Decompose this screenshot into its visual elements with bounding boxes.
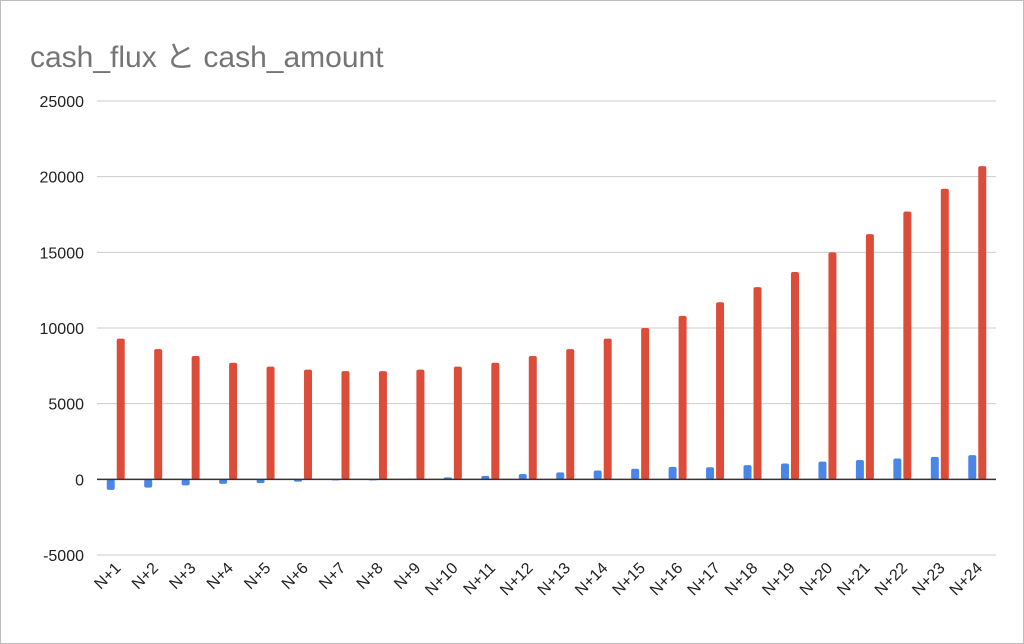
bar-series-2-N+10 [453,366,462,480]
x-tick-label: N+20 [797,560,836,599]
y-tick-label: 0 [75,472,84,489]
bar-series-2-N+18 [753,287,762,480]
x-tick-label: N+5 [241,560,274,593]
y-axis-labels: 25000 20000 15000 10000 5000 0 -5000 [40,94,85,565]
bar-series-2-N+5 [266,366,275,480]
bar-series-1-N+4 [219,479,228,484]
gridlines [97,100,996,556]
bar-series-2-N+7 [341,371,350,480]
bar-series-2-N+19 [790,272,799,480]
bar-series-1-N+23 [930,456,939,480]
x-tick-label: N+14 [572,560,611,599]
x-tick-label: N+11 [461,560,500,599]
bar-series-2-N+23 [940,188,949,480]
bar-series-2-N+11 [491,362,500,480]
x-tick-label: N+6 [279,560,312,593]
bar-series-1-N+16 [668,466,677,480]
bar-series-2-N+17 [716,302,725,480]
bar-series-1-N+2 [144,479,153,488]
y-tick-label: -5000 [43,548,84,565]
chart-title: cash_flux と cash_amount [30,41,384,74]
x-tick-label: N+7 [316,560,349,593]
bar-series-1-N+3 [181,479,190,486]
x-tick-label: N+15 [610,560,649,599]
bar-series-2-N+24 [978,166,987,480]
y-tick-label: 5000 [48,397,84,414]
bar-series-2-N+3 [191,355,200,480]
bar-series-2-N+2 [154,349,163,480]
x-tick-label: N+18 [722,560,761,599]
bar-series-1-N+21 [855,459,864,480]
bar-series-2-N+22 [903,211,912,480]
x-axis-labels: N+1 N+2 N+3 N+4 N+5 N+6 N+7 N+8 N+9N+10N+11N+12N… [91,560,986,599]
x-tick-label: N+4 [204,560,237,593]
x-tick-label: N+22 [872,560,911,599]
y-tick-label: 15000 [40,245,85,262]
x-tick-label: N+1 [91,560,124,593]
x-tick-label: N+23 [909,560,948,599]
y-tick-label: 20000 [40,170,85,187]
bar-series-1-N+11 [481,475,490,480]
x-tick-label: N+10 [422,560,461,599]
bar-series-2-N+20 [828,252,837,480]
x-tick-label: N+24 [947,560,986,599]
x-tick-label: N+8 [354,560,387,593]
y-tick-label: 10000 [40,321,85,338]
bar-series-1-N+22 [893,458,902,480]
bar-series-2-N+1 [116,338,125,480]
bar-series-1-N+1 [106,479,115,490]
bar-series-1-N+19 [780,463,789,480]
bar-series-1-N+5 [256,479,265,484]
bar-series-2-N+13 [566,349,575,480]
x-tick-label: N+3 [166,560,199,593]
bar-series-2-N+15 [641,328,650,480]
x-tick-label: N+2 [129,560,162,593]
bar-series-2-N+4 [229,362,238,480]
x-tick-label: N+13 [535,560,574,599]
bar-series-2-N+21 [865,234,874,480]
bar-series-2-N+12 [528,355,537,480]
bar-series-2-N+6 [304,369,313,480]
bar-series-2-N+9 [416,369,425,480]
x-tick-label: N+17 [685,560,724,599]
x-tick-label: N+9 [391,560,424,593]
bar-series-1-N+15 [631,468,640,480]
bar-series-2-N+8 [378,371,387,480]
bar-series-1-N+14 [593,470,602,480]
x-tick-label: N+16 [647,560,686,599]
bar-series-1-N+12 [518,474,527,480]
y-tick-label: 25000 [40,94,85,111]
bar-series-2-N+14 [603,338,612,480]
bar-series-1-N+24 [968,455,977,480]
bar-series-1-N+13 [556,472,565,480]
x-tick-label: N+19 [759,560,798,599]
bar-series-1-N+17 [706,467,715,480]
x-tick-label: N+21 [834,560,873,599]
bars [106,166,987,490]
x-tick-label: N+12 [497,560,536,599]
bar-series-1-N+20 [818,461,827,480]
bar-series-2-N+16 [678,315,687,480]
bar-series-1-N+18 [743,465,752,480]
